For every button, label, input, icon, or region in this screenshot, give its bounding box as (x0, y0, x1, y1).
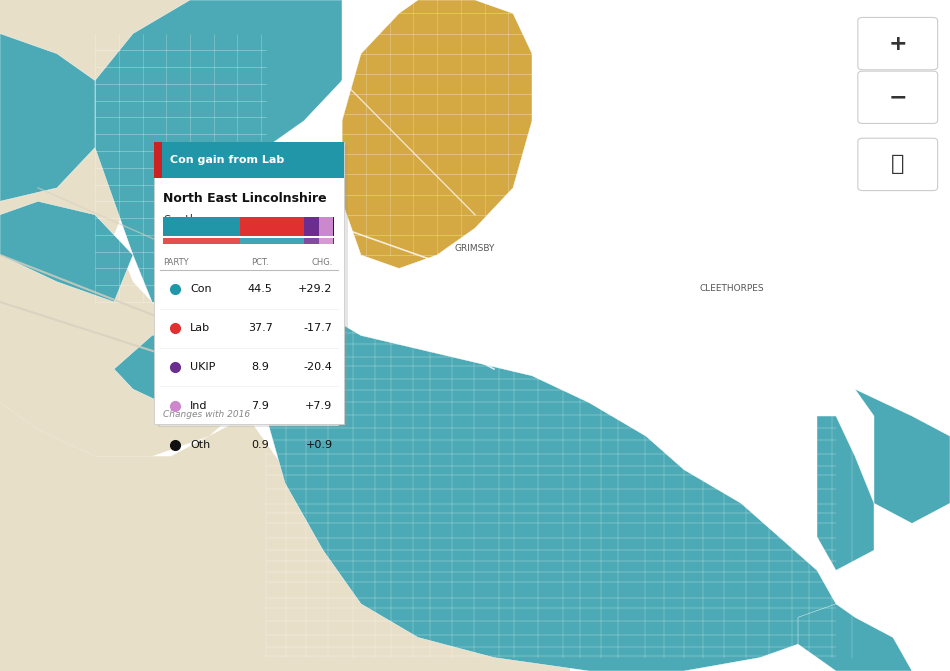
Text: -20.4: -20.4 (304, 362, 332, 372)
Polygon shape (95, 0, 342, 322)
Text: −: − (888, 87, 907, 107)
Polygon shape (0, 0, 247, 456)
Text: Con gain from Lab: Con gain from Lab (170, 156, 284, 165)
Bar (154, 142, 344, 424)
Bar (304, 217, 319, 236)
Polygon shape (0, 34, 95, 201)
Polygon shape (817, 416, 874, 570)
Bar (163, 238, 239, 244)
Text: Changes with 2016: Changes with 2016 (163, 410, 251, 419)
Bar (154, 142, 162, 178)
Polygon shape (0, 403, 570, 671)
Text: +29.2: +29.2 (298, 285, 332, 294)
Bar (304, 238, 319, 244)
Text: Con: Con (190, 285, 212, 294)
Bar (239, 238, 304, 244)
FancyBboxPatch shape (858, 71, 938, 123)
Text: UKIP: UKIP (190, 362, 216, 372)
Bar (332, 238, 334, 244)
Text: ⤢: ⤢ (891, 154, 904, 174)
Polygon shape (798, 604, 912, 671)
Text: PARTY: PARTY (163, 258, 189, 267)
FancyBboxPatch shape (858, 17, 938, 70)
Text: North East Lincolnshire: North East Lincolnshire (163, 192, 327, 205)
Text: 7.9: 7.9 (252, 401, 269, 411)
Text: GRIMSBY: GRIMSBY (455, 244, 495, 253)
Text: 8.9: 8.9 (252, 362, 269, 372)
Text: +: + (888, 34, 907, 54)
Text: Oth: Oth (190, 440, 210, 450)
Text: +0.9: +0.9 (305, 440, 332, 450)
Text: Lab: Lab (190, 323, 210, 333)
Bar (319, 217, 332, 236)
Polygon shape (855, 389, 950, 523)
Text: CHG.: CHG. (312, 258, 332, 267)
Text: 44.5: 44.5 (248, 285, 273, 294)
Polygon shape (114, 322, 247, 416)
Text: South: South (163, 213, 198, 227)
Text: +7.9: +7.9 (305, 401, 332, 411)
FancyBboxPatch shape (858, 138, 938, 191)
Text: -17.7: -17.7 (304, 323, 332, 333)
Text: Ind: Ind (190, 401, 207, 411)
Bar (154, 142, 344, 178)
Bar (319, 238, 332, 244)
Bar (158, 145, 348, 427)
Polygon shape (228, 268, 836, 671)
Polygon shape (0, 201, 133, 302)
Text: 0.9: 0.9 (252, 440, 269, 450)
Text: PCT.: PCT. (252, 258, 269, 267)
Bar (332, 217, 334, 236)
Text: CLEETHORPES: CLEETHORPES (699, 284, 764, 293)
Text: 37.7: 37.7 (248, 323, 273, 333)
Bar (163, 217, 239, 236)
Bar (239, 217, 304, 236)
Polygon shape (342, 0, 532, 268)
